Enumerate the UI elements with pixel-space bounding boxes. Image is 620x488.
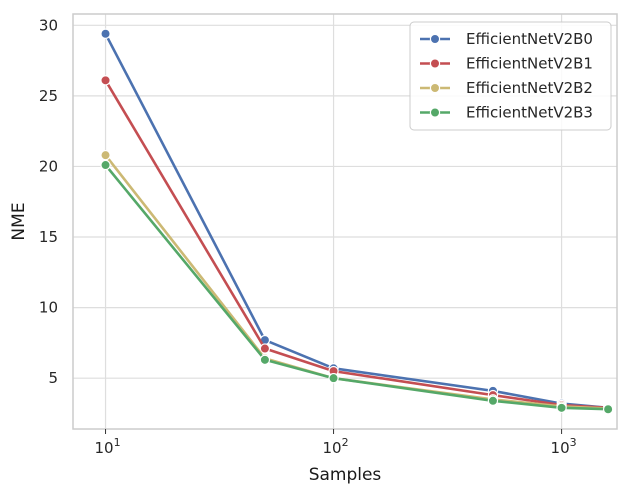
data-point bbox=[556, 402, 567, 414]
data-point bbox=[259, 354, 271, 366]
plot-frame bbox=[72, 13, 618, 430]
legend-entry: EfficientNetV2B2 bbox=[420, 79, 593, 97]
data-point bbox=[602, 404, 614, 415]
y-tick-label: 10 bbox=[39, 299, 58, 317]
y-tick-label: 15 bbox=[39, 228, 58, 246]
data-point bbox=[100, 75, 111, 86]
y-tick-label: 20 bbox=[39, 157, 58, 175]
x-tick-labels: 101 102 103 bbox=[94, 429, 577, 457]
y-axis-label: NME bbox=[9, 202, 29, 240]
y-tick-label: 5 bbox=[48, 369, 58, 387]
data-point bbox=[100, 159, 111, 171]
data-point bbox=[487, 395, 499, 406]
legend-label: EfficientNetV2B3 bbox=[466, 104, 593, 122]
legend-swatch-marker bbox=[429, 33, 441, 45]
x-tick-label: 103 bbox=[551, 436, 577, 457]
data-point bbox=[100, 28, 111, 39]
series-EfficientNetV2B3 bbox=[100, 159, 614, 415]
legend-entry: EfficientNetV2B3 bbox=[420, 104, 593, 122]
legend-swatch-marker bbox=[429, 107, 441, 118]
x-tick-label: 102 bbox=[323, 436, 349, 457]
data-point bbox=[100, 149, 111, 161]
legend-entry: EfficientNetV2B0 bbox=[420, 30, 593, 48]
x-tick-label: 101 bbox=[94, 436, 120, 457]
legend-label: EfficientNetV2B0 bbox=[466, 30, 593, 48]
legend-swatch-marker bbox=[429, 82, 441, 94]
series-lines bbox=[100, 28, 614, 415]
legend: EfficientNetV2B0 EfficientNetV2B1 Efficien… bbox=[409, 21, 612, 131]
legend-label: EfficientNetV2B1 bbox=[466, 55, 593, 73]
legend-label: EfficientNetV2B2 bbox=[466, 79, 593, 97]
y-tick-label: 30 bbox=[39, 16, 58, 34]
y-tick-label: 25 bbox=[39, 87, 58, 105]
legend-swatch-marker bbox=[429, 58, 441, 69]
data-point bbox=[259, 343, 271, 354]
x-axis-label: Samples bbox=[309, 465, 382, 485]
data-point bbox=[328, 372, 339, 384]
y-tick-labels: 5 10 15 20 25 30 bbox=[39, 16, 58, 387]
legend-entry: EfficientNetV2B1 bbox=[420, 55, 593, 73]
series-line bbox=[104, 164, 609, 411]
legend-box bbox=[409, 21, 612, 131]
